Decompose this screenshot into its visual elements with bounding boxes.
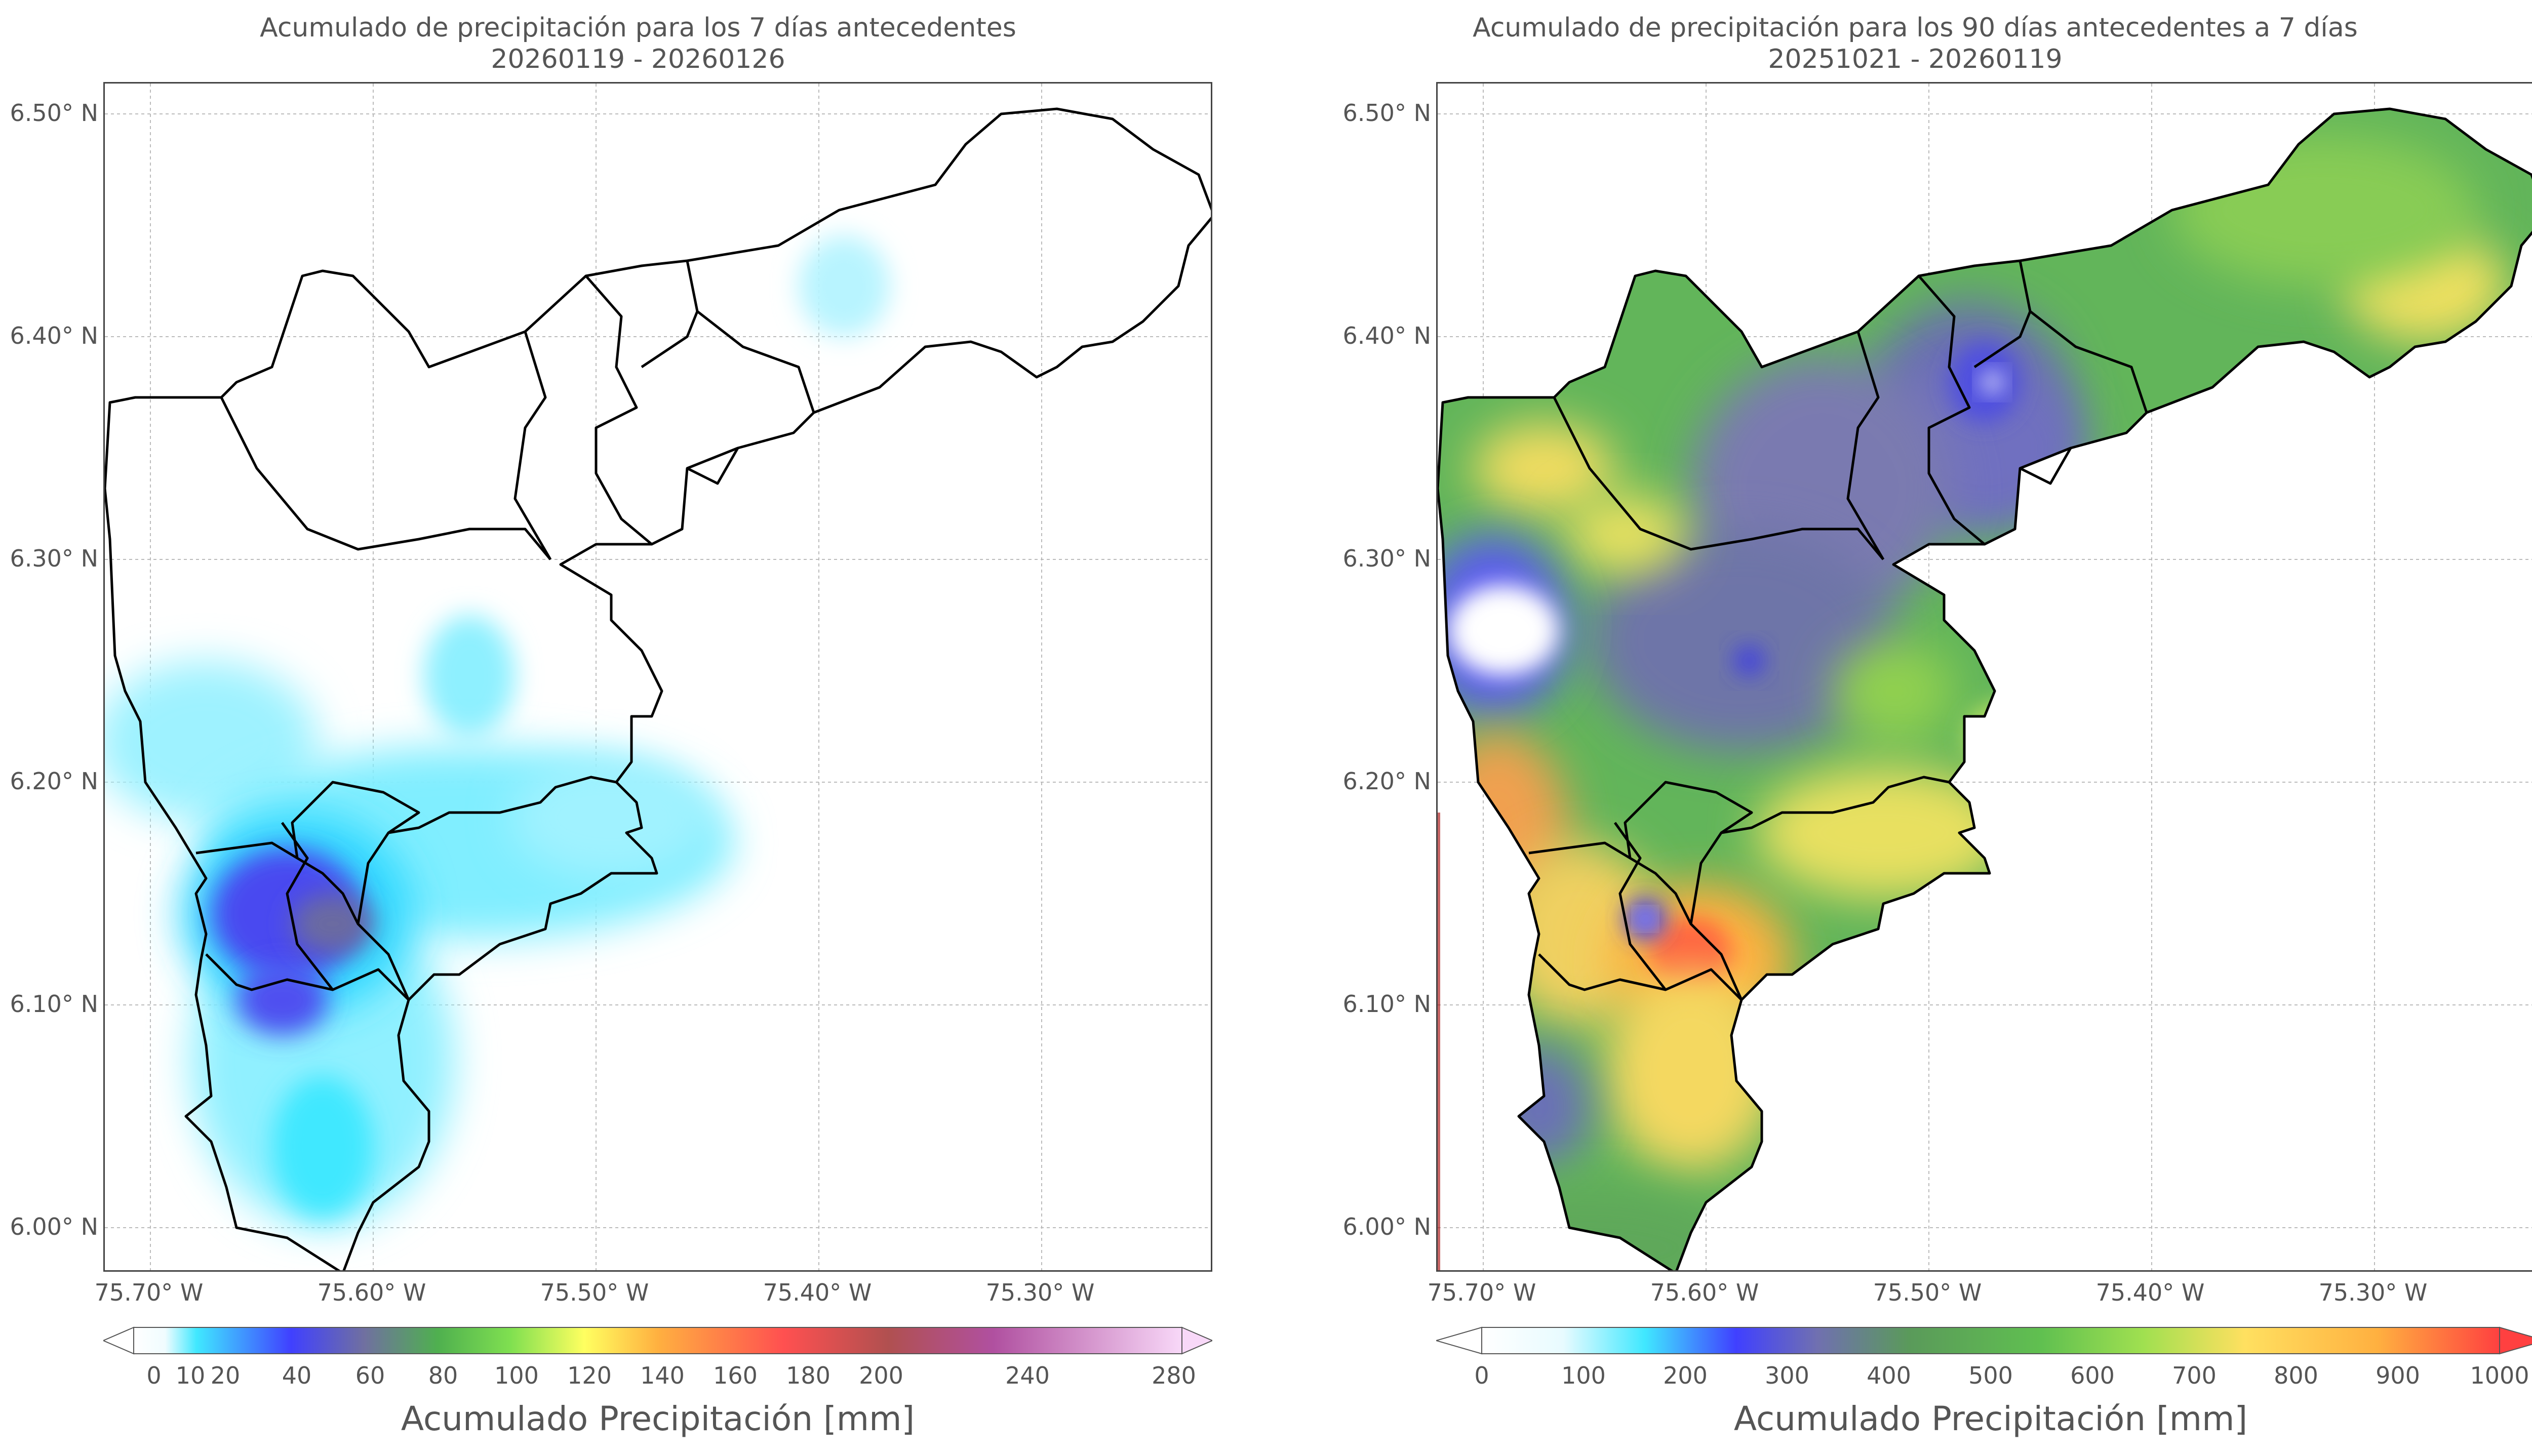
right-map-panel: Acumulado de precipitación para los 90 d…	[1276, 0, 2532, 1456]
left-colorbar-tick: 160	[713, 1362, 758, 1389]
right-ytick: 6.20° N	[1342, 767, 1431, 795]
left-colorbar-tick: 0	[146, 1362, 162, 1389]
right-ytick: 6.30° N	[1342, 545, 1431, 572]
left-colorbar-tick: 280	[1152, 1362, 1196, 1389]
right-colorbar: 0 100 200 300 400 500 600 700 800 900 10…	[1436, 1325, 2532, 1452]
right-colorbar-tick: 1000	[2470, 1362, 2529, 1389]
left-ytick: 6.20° N	[10, 767, 98, 795]
right-colorbar-tick: 600	[2070, 1362, 2115, 1389]
left-ytick: 6.10° N	[10, 990, 98, 1018]
left-colorbar-tick: 120	[567, 1362, 612, 1389]
left-colorbar-tick: 200	[859, 1362, 903, 1389]
left-xtick: 75.40° W	[763, 1279, 872, 1306]
left-ytick: 6.40° N	[10, 322, 98, 349]
left-map-title: Acumulado de precipitación para los 7 dí…	[260, 13, 1016, 43]
left-colorbar-tick: 60	[355, 1362, 385, 1389]
right-colorbar-tick: 800	[2274, 1362, 2318, 1389]
right-colorbar-tick: 700	[2172, 1362, 2217, 1389]
right-map-title: Acumulado de precipitación para los 90 d…	[1473, 13, 2358, 43]
right-colorbar-tick: 100	[1561, 1362, 1606, 1389]
right-xtick: 75.50° W	[1873, 1279, 1982, 1306]
left-colorbar-tick: 40	[282, 1362, 312, 1389]
left-xtick: 75.50° W	[540, 1279, 649, 1306]
left-map-area	[103, 82, 1212, 1272]
right-municipal-boundaries	[1438, 107, 2532, 1270]
right-colorbar-tick: 900	[2376, 1362, 2420, 1389]
right-colorbar-tick: 200	[1663, 1362, 1708, 1389]
left-xtick: 75.70° W	[94, 1279, 204, 1306]
left-colorbar-title: Acumulado Precipitación [mm]	[401, 1399, 915, 1438]
right-xtick: 75.60° W	[1650, 1279, 1759, 1306]
left-ytick: 6.50° N	[10, 99, 98, 127]
right-map-date-range: 20251021 - 20260119	[1768, 44, 2063, 74]
right-ytick: 6.40° N	[1342, 322, 1431, 349]
left-colorbar-tick: 240	[1005, 1362, 1050, 1389]
right-colorbar-tick: 500	[1968, 1362, 2013, 1389]
left-xtick: 75.60° W	[317, 1279, 426, 1306]
left-colorbar-tick: 80	[428, 1362, 458, 1389]
right-xtick: 75.70° W	[1427, 1279, 1536, 1306]
left-municipal-boundaries	[105, 107, 1211, 1270]
left-colorbar-tick: 100	[494, 1362, 539, 1389]
left-colorbar-tick: 10	[175, 1362, 206, 1389]
right-colorbar-tick: 300	[1765, 1362, 1809, 1389]
left-map-panel: Acumulado de precipitación para los 7 dí…	[10, 13, 1212, 1452]
left-ytick: 6.30° N	[10, 545, 98, 572]
left-ytick: 6.00° N	[10, 1213, 98, 1240]
right-colorbar-title: Acumulado Precipitación [mm]	[1733, 1399, 2248, 1438]
right-colorbar-tick: 400	[1867, 1362, 1911, 1389]
left-precipitation-field	[105, 235, 890, 1228]
right-ytick: 6.10° N	[1342, 990, 1431, 1018]
right-ytick: 6.50° N	[1342, 99, 1431, 127]
right-xtick: 75.30° W	[2318, 1279, 2428, 1306]
left-colorbar: 0 10 20 40 60 80 100 120 140 160 180 200…	[103, 1325, 1212, 1452]
right-map-area	[1436, 82, 2532, 1272]
left-colorbar-tick: 20	[210, 1362, 241, 1389]
right-precipitation-field	[1438, 109, 2532, 1270]
left-xtick: 75.30° W	[985, 1279, 1095, 1306]
right-xtick: 75.40° W	[2095, 1279, 2205, 1306]
right-colorbar-tick: 0	[1474, 1362, 1489, 1389]
left-map-date-range: 20260119 - 20260126	[491, 44, 785, 74]
left-colorbar-tick: 140	[640, 1362, 685, 1389]
right-ytick: 6.00° N	[1342, 1213, 1431, 1240]
left-colorbar-tick: 180	[786, 1362, 830, 1389]
